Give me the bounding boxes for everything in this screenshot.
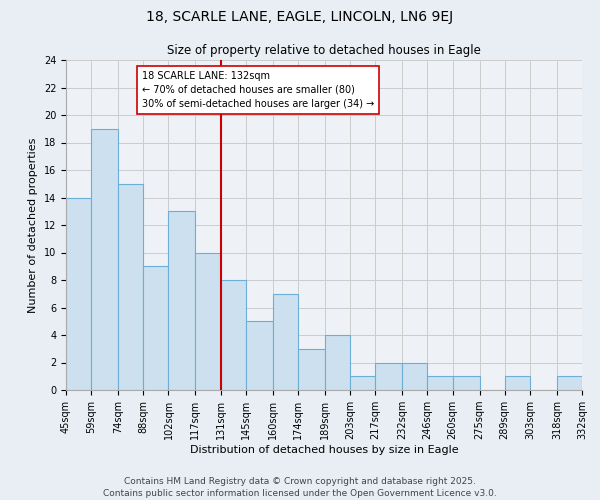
Bar xyxy=(196,252,221,390)
Bar xyxy=(298,349,325,390)
Bar xyxy=(505,376,530,390)
Bar xyxy=(246,322,273,390)
Bar xyxy=(273,294,298,390)
Bar xyxy=(402,362,427,390)
Bar xyxy=(66,198,91,390)
Text: 18 SCARLE LANE: 132sqm
← 70% of detached houses are smaller (80)
30% of semi-det: 18 SCARLE LANE: 132sqm ← 70% of detached… xyxy=(142,71,374,109)
Bar xyxy=(91,128,118,390)
Text: Contains HM Land Registry data © Crown copyright and database right 2025.
Contai: Contains HM Land Registry data © Crown c… xyxy=(103,476,497,498)
Bar xyxy=(118,184,143,390)
Bar xyxy=(427,376,452,390)
Text: 18, SCARLE LANE, EAGLE, LINCOLN, LN6 9EJ: 18, SCARLE LANE, EAGLE, LINCOLN, LN6 9EJ xyxy=(146,10,454,24)
Bar xyxy=(557,376,582,390)
Bar xyxy=(169,211,196,390)
Bar xyxy=(325,335,350,390)
Bar xyxy=(375,362,402,390)
Bar xyxy=(452,376,479,390)
Bar xyxy=(221,280,246,390)
Bar xyxy=(350,376,375,390)
Y-axis label: Number of detached properties: Number of detached properties xyxy=(28,138,38,312)
X-axis label: Distribution of detached houses by size in Eagle: Distribution of detached houses by size … xyxy=(190,445,458,455)
Title: Size of property relative to detached houses in Eagle: Size of property relative to detached ho… xyxy=(167,44,481,58)
Bar xyxy=(143,266,169,390)
